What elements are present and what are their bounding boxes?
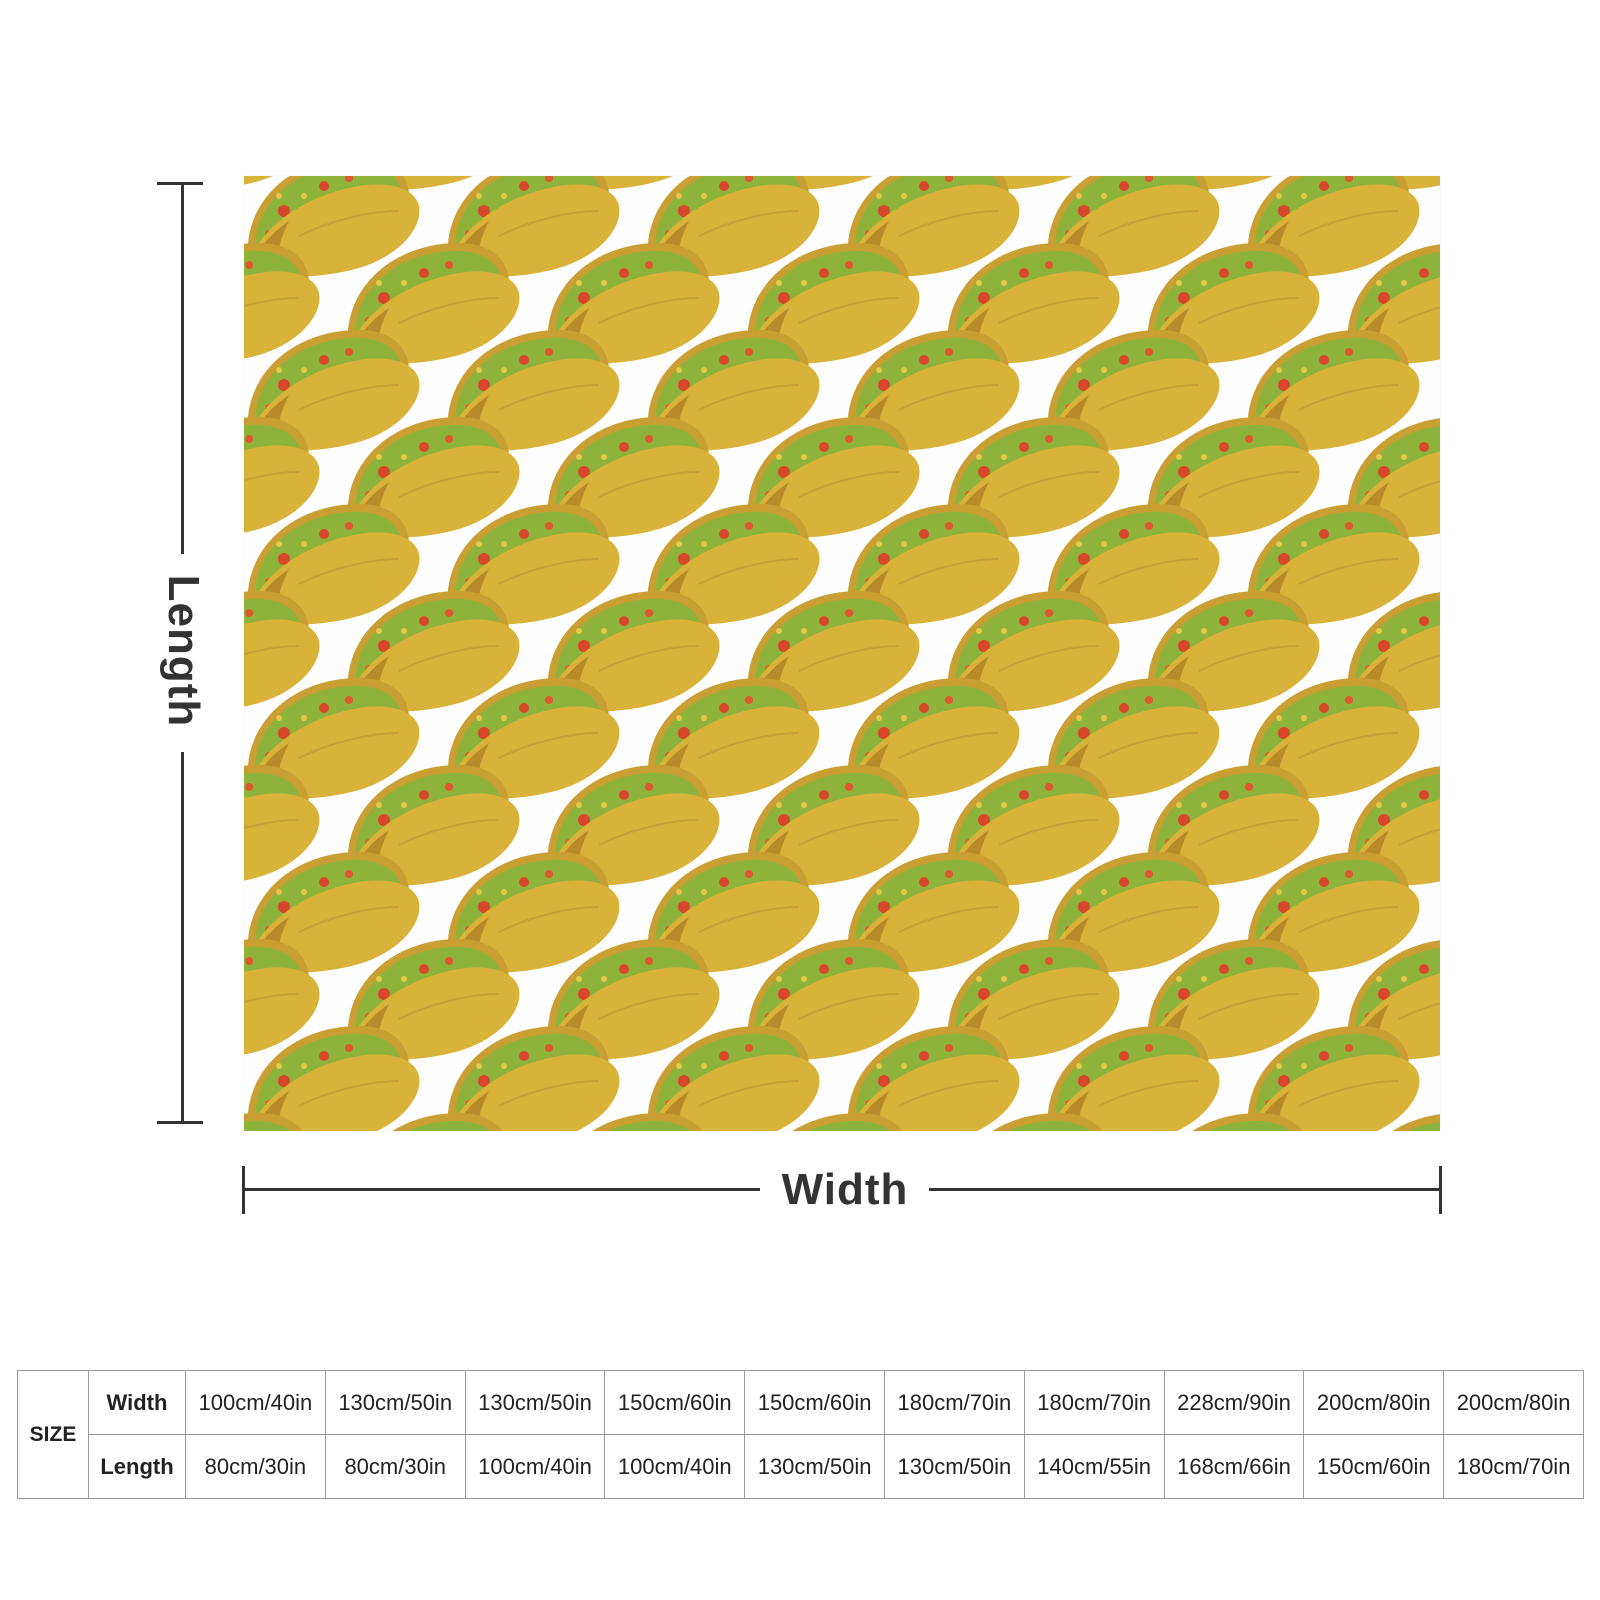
width-left-tick [242, 1166, 245, 1214]
length-cell: 80cm/30in [185, 1434, 326, 1499]
width-cell: 200cm/80in [1303, 1370, 1445, 1435]
length-cell: 100cm/40in [464, 1434, 606, 1499]
length-cell: 80cm/30in [324, 1434, 466, 1499]
width-row-header: Width [88, 1370, 186, 1435]
length-cell: 140cm/55in [1023, 1434, 1165, 1499]
length-top-tick [157, 182, 203, 185]
table-row-width: SIZE Width 100cm/40in 130cm/50in 130cm/5… [17, 1370, 1584, 1499]
width-cell: 150cm/60in [604, 1370, 746, 1435]
length-label: Length [159, 574, 208, 728]
length-bottom-tick [157, 1121, 203, 1124]
width-label: Width [781, 1165, 909, 1214]
length-line-bottom [181, 752, 184, 1123]
length-cell: 150cm/60in [1303, 1434, 1445, 1499]
width-cell: 180cm/70in [883, 1370, 1025, 1435]
length-cell: 130cm/50in [744, 1434, 885, 1499]
taco-pattern [244, 176, 1440, 1131]
length-cell: 168cm/66in [1163, 1434, 1305, 1499]
width-cell: 180cm/70in [1023, 1370, 1165, 1435]
width-cell: 228cm/90in [1163, 1370, 1305, 1435]
width-line-right [929, 1188, 1440, 1191]
length-cell: 180cm/70in [1443, 1434, 1584, 1499]
width-cell: 100cm/40in [185, 1370, 326, 1435]
blanket-pattern [244, 176, 1440, 1131]
width-cell: 130cm/50in [324, 1370, 466, 1435]
length-row-header: Length [88, 1434, 186, 1499]
length-line-top [181, 184, 184, 554]
length-cell: 130cm/50in [883, 1434, 1025, 1499]
table-row-length: Length 80cm/30in 80cm/30in 100cm/40in 10… [18, 1434, 1584, 1499]
size-table: SIZE Width 100cm/40in 130cm/50in 130cm/5… [17, 1370, 1584, 1499]
width-line-left [244, 1188, 760, 1191]
size-header: SIZE [17, 1370, 89, 1499]
width-cell: 200cm/80in [1443, 1370, 1584, 1435]
width-cell: 150cm/60in [744, 1370, 885, 1435]
width-right-tick [1439, 1166, 1442, 1214]
width-cell: 130cm/50in [464, 1370, 606, 1435]
length-cell: 100cm/40in [604, 1434, 746, 1499]
